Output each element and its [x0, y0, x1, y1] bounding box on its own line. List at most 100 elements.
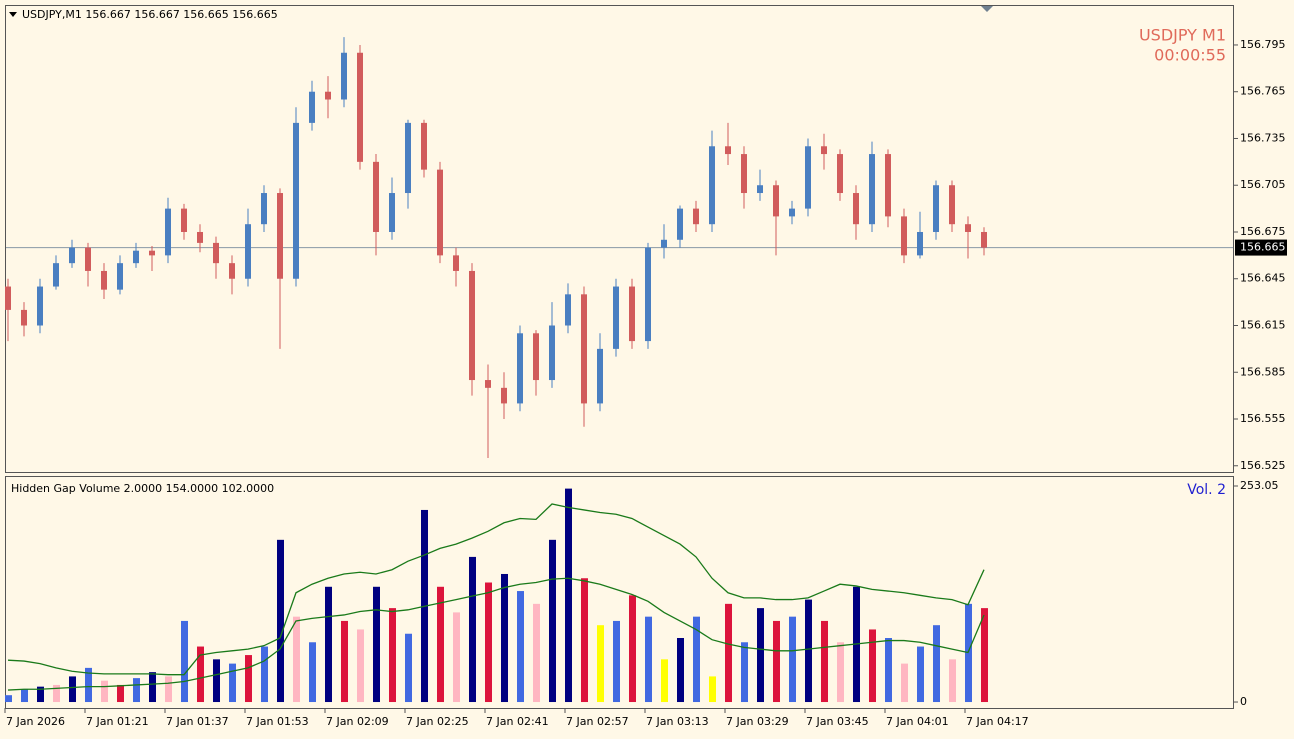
indicator-label: Vol. 2	[1187, 482, 1226, 498]
candle-body	[21, 309, 27, 326]
candle-body	[485, 380, 491, 388]
volume-bar	[917, 646, 924, 703]
candle-body	[277, 193, 283, 279]
x-tick-label: 7 Jan 03:13	[646, 715, 709, 728]
volume-bar	[709, 676, 716, 703]
current-price-box	[1235, 239, 1287, 256]
candle-body	[949, 185, 955, 225]
y-tick-label: 156.645	[1240, 272, 1286, 285]
chart-header: USDJPY,M1 156.667 156.667 156.665 156.66…	[22, 8, 278, 21]
bar-timer: 00:00:55	[1154, 46, 1226, 65]
candle-body	[661, 239, 667, 248]
y-tick-label: 156.765	[1240, 85, 1286, 98]
volume-bar	[69, 676, 76, 703]
volume-bar	[293, 616, 300, 703]
candle-body	[165, 208, 171, 256]
volume-bar	[245, 655, 252, 703]
candle-body	[901, 216, 907, 256]
volume-bar	[741, 642, 748, 703]
volume-bar	[885, 638, 892, 703]
candle-body	[357, 52, 363, 162]
candle-body	[629, 286, 635, 342]
volume-bar	[21, 689, 28, 703]
volume-bar	[789, 616, 796, 703]
volume-panel	[5, 476, 1234, 709]
candle-body	[5, 286, 11, 310]
candle-body	[101, 270, 107, 290]
candle-body	[853, 193, 859, 225]
volume-bar	[805, 599, 812, 703]
volume-bar	[469, 556, 476, 703]
candle-body	[885, 154, 891, 217]
volume-bar	[389, 608, 396, 703]
candle-body	[693, 208, 699, 225]
candle-body	[725, 146, 731, 155]
x-tick-label: 7 Jan 03:45	[806, 715, 869, 728]
volume-bar	[213, 659, 220, 703]
y-tick-label: 156.615	[1240, 318, 1286, 331]
x-tick-label: 7 Jan 02:25	[406, 715, 469, 728]
x-tick-label: 7 Jan 03:29	[726, 715, 789, 728]
candle-body	[517, 333, 523, 404]
volume-bar	[181, 620, 188, 703]
volume-bar	[581, 578, 588, 703]
volume-bar	[821, 620, 828, 703]
band-line	[7, 577, 985, 691]
candle-body	[69, 247, 75, 264]
candle-body	[133, 250, 139, 264]
volume-bar	[485, 582, 492, 703]
y-tick-label: 156.585	[1240, 365, 1286, 378]
volume-bar	[693, 616, 700, 703]
candle-body	[405, 122, 411, 194]
volume-bar	[437, 586, 444, 703]
y-tick-label: 156.735	[1240, 131, 1286, 144]
x-tick-label: 7 Jan 02:09	[326, 715, 389, 728]
candle-body	[613, 286, 619, 349]
candle-body	[53, 263, 59, 287]
candle-body	[933, 185, 939, 232]
candle-body	[709, 146, 715, 225]
volume-bar	[405, 633, 412, 703]
y-tick-label: 253.05	[1240, 479, 1279, 492]
volume-bar	[901, 663, 908, 703]
candle-body	[677, 208, 683, 240]
candle-body	[965, 224, 971, 232]
candle-body	[597, 348, 603, 404]
band-line	[7, 503, 985, 676]
volume-bar	[837, 642, 844, 703]
volume-bar	[261, 646, 268, 703]
volume-bar	[197, 646, 204, 703]
candle-body	[581, 294, 587, 404]
candle-body	[869, 154, 875, 225]
volume-bar	[533, 603, 540, 703]
volume-bar	[165, 676, 172, 703]
volume-bar	[645, 616, 652, 703]
x-tick-label: 7 Jan 04:01	[886, 715, 949, 728]
volume-bar	[613, 620, 620, 703]
volume-bar	[773, 620, 780, 703]
candle-body	[917, 231, 923, 256]
volume-bar	[277, 539, 284, 703]
x-tick-label: 7 Jan 2026	[6, 715, 65, 728]
volume-bar	[933, 625, 940, 703]
volume-bar	[85, 667, 92, 703]
volume-bar	[37, 686, 44, 703]
x-tick-label: 7 Jan 02:41	[486, 715, 549, 728]
volume-bar	[325, 586, 332, 703]
x-tick-label: 7 Jan 01:37	[166, 715, 229, 728]
candle-body	[821, 146, 827, 155]
candle-body	[325, 91, 331, 100]
candle-body	[85, 247, 91, 271]
menu-arrow[interactable]	[9, 12, 17, 17]
volume-bar	[677, 638, 684, 703]
x-tick-label: 7 Jan 01:53	[246, 715, 309, 728]
candle-body	[773, 185, 779, 217]
volume-bar	[725, 603, 732, 703]
volume-bar	[149, 672, 156, 703]
candle-body	[245, 224, 251, 279]
candle-body	[261, 193, 267, 225]
volume-bar	[229, 663, 236, 703]
candle-body	[149, 250, 155, 256]
